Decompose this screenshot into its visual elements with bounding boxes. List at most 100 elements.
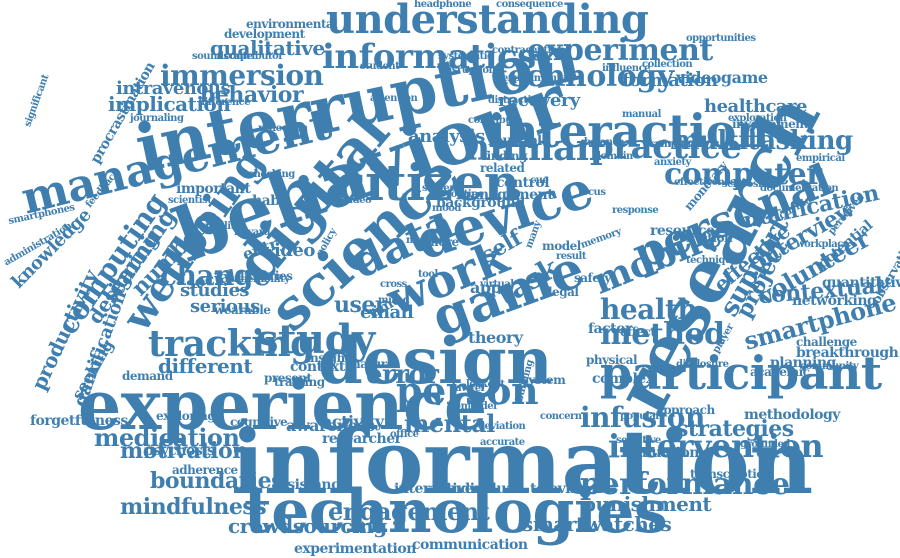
word-evaluation: evaluation (622, 445, 699, 461)
word-effectiveness: effectiveness (674, 177, 741, 188)
word-memory: memory (579, 226, 623, 251)
word-multiple: multiple (488, 133, 551, 149)
word-health: health (600, 293, 698, 326)
word-screen: screen (422, 183, 456, 194)
word-contribute: contribute (468, 115, 522, 126)
word-involvement: involvement (732, 117, 809, 131)
word-wearable: wearable (214, 303, 271, 317)
word-habit: habit (252, 193, 291, 209)
word-disruption: disruption (442, 65, 496, 76)
word-influence: influence (602, 63, 651, 74)
word-methodology: methodology (744, 407, 840, 423)
word-sociability: sociability (188, 221, 241, 232)
word-sclerosis: sclerosis (722, 179, 767, 190)
word-television: television (530, 481, 601, 497)
word-user: user (334, 292, 386, 318)
word-recovery: recovery (498, 90, 580, 111)
word-informatics: informatics (322, 37, 536, 77)
word-insight: insight (306, 351, 350, 365)
word-information: information (231, 410, 813, 514)
word-contributor: contributor (224, 51, 284, 62)
word-crowdsourcing: crowdsourcing (228, 514, 387, 538)
word-researcher: researcher (322, 431, 402, 447)
word-immersion: immersion (160, 59, 324, 92)
word-workplace: workplace (796, 239, 849, 250)
word-control: control (496, 175, 550, 191)
word-virtual: virtual (480, 279, 514, 290)
word-technique: technique (686, 255, 738, 266)
word-citizen: citizen (335, 153, 520, 212)
word-experimentation: experimentation (294, 541, 416, 557)
word-collection: collection (642, 59, 693, 70)
word-friction: friction (686, 231, 733, 245)
word-error: error (366, 360, 439, 390)
word-disclosure: disclosure (676, 359, 729, 370)
word-background: background (436, 195, 525, 211)
word-result: result (556, 251, 586, 262)
word-headphone: headphone (414, 0, 472, 10)
word-journaling: journaling (130, 113, 184, 124)
word-video: video (264, 240, 315, 261)
word-implication: implication (108, 92, 231, 116)
word-focus: focus (578, 187, 606, 198)
word-theory: theory (468, 328, 523, 347)
word-medication: medication (94, 423, 240, 452)
word-office: office (390, 429, 419, 440)
word-soundscape: soundscape (192, 51, 253, 62)
word-psychosis: psychosis (144, 443, 215, 459)
word-breakthrough: breakthrough (796, 345, 899, 361)
word-different: different (158, 354, 253, 378)
word-checking: checking (248, 169, 295, 180)
word-resource: resource (650, 223, 715, 239)
word-grounded: grounded (740, 439, 790, 450)
word-participant: participant (600, 346, 882, 400)
word-mood: mood (432, 203, 461, 214)
word-balance: balance (584, 137, 624, 148)
word-more: more (426, 235, 459, 249)
word-exploration: exploration (728, 113, 787, 124)
word-anxiety: anxiety (654, 157, 691, 168)
word-strategies: strategies (676, 416, 794, 442)
word-behavior: behavior (200, 82, 304, 108)
word-change: change (160, 259, 271, 292)
word-finding: finding (482, 149, 528, 163)
word-systematic: systematic (438, 51, 493, 62)
word-legal: legal (548, 285, 579, 299)
word-sensitive: sensitive (616, 435, 661, 446)
word-lawyer: lawyer (452, 383, 486, 394)
word-experimental: experimental (502, 73, 570, 84)
word-significant: significant (22, 73, 52, 129)
word-mental: mental (404, 409, 495, 438)
word-distraction: distraction (488, 95, 544, 106)
word-intervention: intervention (608, 427, 824, 465)
word-consequence: consequence (496, 0, 563, 10)
word-method: method (600, 317, 725, 352)
word-interactive: interactive (394, 481, 474, 497)
word-design: design (318, 324, 553, 399)
word-serious: serious (190, 296, 260, 317)
word-development: development (224, 27, 305, 41)
word-practice: practice (590, 127, 742, 167)
word-intravenous: intravenous (116, 78, 231, 99)
word-smartwatches: smartwatches (522, 512, 672, 536)
word-important: important (176, 181, 251, 197)
word-accurate: accurate (480, 437, 525, 448)
word-engagement: engagement (328, 497, 490, 526)
word-resistance: resistance (272, 477, 348, 493)
word-libraries: libraries (240, 269, 293, 283)
word-community: community (800, 361, 859, 372)
word-human: human (464, 127, 602, 169)
word-deviation: deviation (478, 421, 526, 432)
word-networking: networking (792, 293, 877, 309)
word-infusion: infusion (580, 401, 705, 434)
word-scientist: scientist (168, 195, 212, 206)
word-forgetfulness: forgetfulness (30, 413, 128, 429)
word-exploring: exploring (156, 409, 216, 423)
word-academic: academic (750, 365, 810, 379)
word-qualitative: qualitative (210, 36, 325, 60)
word-system: system (522, 373, 566, 387)
word-tracking: tracking (148, 323, 315, 365)
word-student: student (360, 61, 400, 72)
word-videogame: videogame (676, 68, 768, 87)
